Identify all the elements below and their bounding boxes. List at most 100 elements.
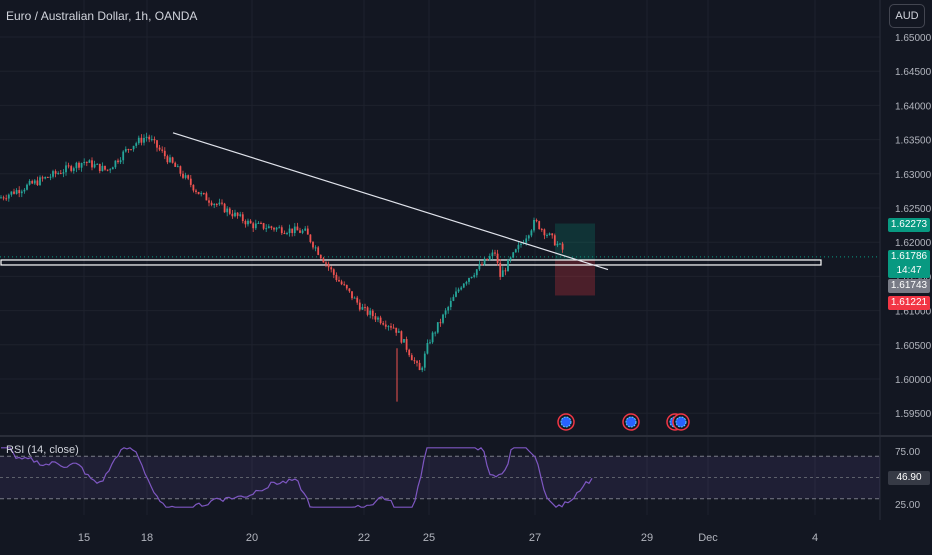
candle-body	[54, 171, 57, 174]
candle-body	[46, 176, 49, 178]
candle-body	[200, 193, 203, 195]
candle-body	[470, 276, 473, 279]
candle-body	[345, 284, 348, 289]
candle-body	[535, 219, 538, 222]
candle-body	[109, 169, 112, 171]
candle-body	[403, 338, 405, 343]
candle-body	[387, 326, 390, 328]
candle-body	[366, 307, 369, 315]
candle-body	[358, 302, 361, 310]
candle-body	[23, 189, 26, 192]
candle-body	[273, 227, 275, 230]
time-tick-label: 27	[529, 532, 541, 544]
candle-body	[408, 349, 411, 356]
candle-body	[465, 281, 468, 284]
candle-body	[416, 361, 418, 363]
rsi-tick-label: 75.00	[895, 447, 920, 458]
candle-body	[78, 162, 80, 168]
candle-body	[306, 228, 309, 235]
candle-body	[252, 223, 255, 229]
candle-body	[119, 160, 122, 163]
candle-body	[44, 176, 47, 179]
candle-body	[517, 244, 520, 250]
candle-body	[31, 180, 34, 184]
candle-body	[187, 175, 190, 179]
candle-body	[400, 331, 403, 343]
candle-body	[291, 228, 294, 234]
candle-body	[226, 208, 229, 213]
candle-body	[145, 136, 148, 139]
candle-body	[96, 163, 99, 165]
grid-lines	[0, 0, 880, 515]
candle-body	[462, 283, 465, 288]
candle-body	[213, 203, 216, 206]
candle-body	[332, 269, 335, 275]
candle-body	[234, 212, 236, 217]
candle-body	[208, 200, 210, 203]
price-tick-label: 1.63500	[895, 136, 932, 147]
candle-body	[410, 355, 413, 361]
candle-body	[546, 235, 548, 237]
candle-body	[106, 169, 109, 171]
candle-body	[374, 316, 377, 320]
candle-body	[10, 191, 13, 195]
candle-body	[75, 162, 78, 169]
candle-body	[221, 202, 223, 204]
candle-body	[192, 184, 195, 191]
candle-body	[67, 165, 70, 167]
candle-body	[184, 175, 187, 178]
candle-body	[449, 300, 452, 308]
candle-body	[52, 171, 54, 177]
candle-body	[101, 165, 104, 172]
candle-body	[28, 180, 31, 185]
candle-body	[104, 165, 106, 170]
currency-button[interactable]: AUD	[889, 4, 925, 28]
candle-body	[236, 212, 239, 216]
candle-body	[553, 235, 556, 246]
candle-body	[525, 238, 528, 243]
candle-body	[413, 360, 416, 362]
candle-body	[309, 234, 312, 243]
candle-body	[244, 221, 247, 225]
support-zone-box	[0, 259, 822, 266]
candle-body	[390, 326, 392, 328]
candle-body	[265, 228, 268, 230]
candle-body	[36, 180, 39, 186]
candle-body	[140, 137, 143, 143]
candle-body	[176, 166, 179, 168]
candle-body	[561, 243, 564, 250]
candle-body	[371, 310, 374, 317]
candle-body	[80, 163, 83, 168]
candle-body	[405, 338, 408, 350]
candle-body	[322, 258, 325, 263]
rsi-line	[1, 446, 593, 509]
time-tick-label: 15	[78, 532, 90, 544]
price-tick-label: 1.60000	[895, 375, 932, 386]
candle-body	[533, 219, 535, 231]
candle-body	[429, 342, 431, 344]
candle-body	[13, 191, 15, 194]
candle-body	[288, 228, 291, 233]
candle-body	[423, 353, 426, 368]
candle-body	[395, 327, 398, 333]
candle-body	[488, 256, 491, 260]
entry-price-tag: 1.61743	[888, 279, 930, 293]
candle-body	[153, 139, 156, 141]
candle-body	[26, 184, 28, 190]
candle-body	[59, 173, 62, 175]
candle-body	[49, 176, 52, 178]
candle-body	[296, 226, 299, 231]
candle-body	[491, 252, 494, 257]
candle-body	[88, 160, 91, 163]
target-price-tag: 1.62273	[888, 218, 930, 232]
candle-body	[343, 284, 346, 286]
candle-body	[353, 297, 356, 299]
candle-body	[132, 145, 135, 150]
candle-body	[468, 278, 470, 282]
candle-body	[70, 166, 73, 171]
candle-body	[338, 280, 340, 282]
candle-body	[228, 208, 231, 214]
candle-body	[421, 367, 424, 371]
